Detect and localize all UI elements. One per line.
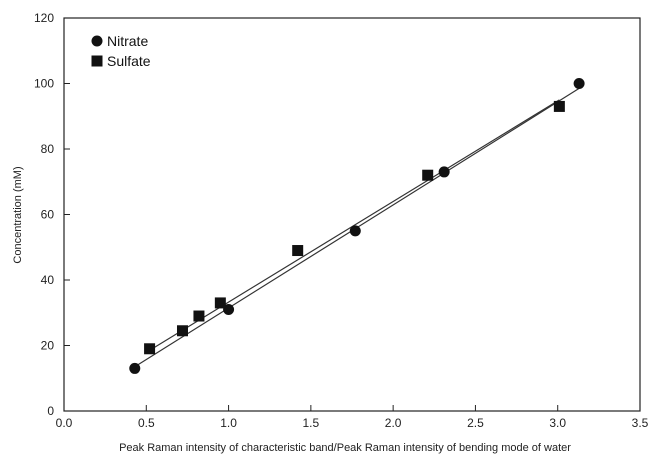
y-tick-label: 40 [41,273,55,287]
sulfate-point [193,310,205,322]
x-axis-title: Peak Raman intensity of characteristic b… [119,442,571,454]
y-axis-ticks: 0 20 40 60 80 100 120 [34,11,70,418]
sulfate-point [422,169,434,181]
nitrate-point [349,225,361,237]
sulfate-point [144,343,156,355]
sulfate-legend-label: Sulfate [107,53,151,69]
y-tick-label: 20 [41,339,55,353]
x-tick-label: 0.0 [56,416,73,430]
y-tick-label: 60 [41,208,55,222]
x-tick-label: 1.0 [220,416,237,430]
y-tick-label: 0 [47,404,54,418]
x-tick-label: 3.0 [549,416,566,430]
nitrate-point [438,166,450,178]
sulfate-legend-marker [91,55,103,67]
data-markers [129,78,585,374]
sulfate-fit-line [149,99,560,351]
x-tick-label: 3.5 [632,416,649,430]
y-tick-label: 80 [41,142,55,156]
x-tick-label: 0.5 [138,416,155,430]
sulfate-point [292,245,304,257]
y-tick-label: 100 [34,77,54,91]
nitrate-legend-label: Nitrate [107,33,148,49]
y-axis-title: Concentration (mM) [12,166,24,263]
sulfate-point [553,100,565,112]
nitrate-point [573,78,585,89]
x-axis-ticks: 0.0 0.5 1.0 1.5 2.0 2.5 3.0 3.5 [56,405,649,430]
x-tick-label: 1.5 [303,416,320,430]
sulfate-point [176,325,188,337]
x-tick-label: 2.5 [467,416,484,430]
y-tick-label: 120 [34,11,54,25]
legend: Nitrate Sulfate [91,33,151,69]
nitrate-point [129,362,141,374]
x-tick-label: 2.0 [385,416,402,430]
nitrate-legend-marker [91,35,103,47]
sulfate-point [214,297,226,309]
